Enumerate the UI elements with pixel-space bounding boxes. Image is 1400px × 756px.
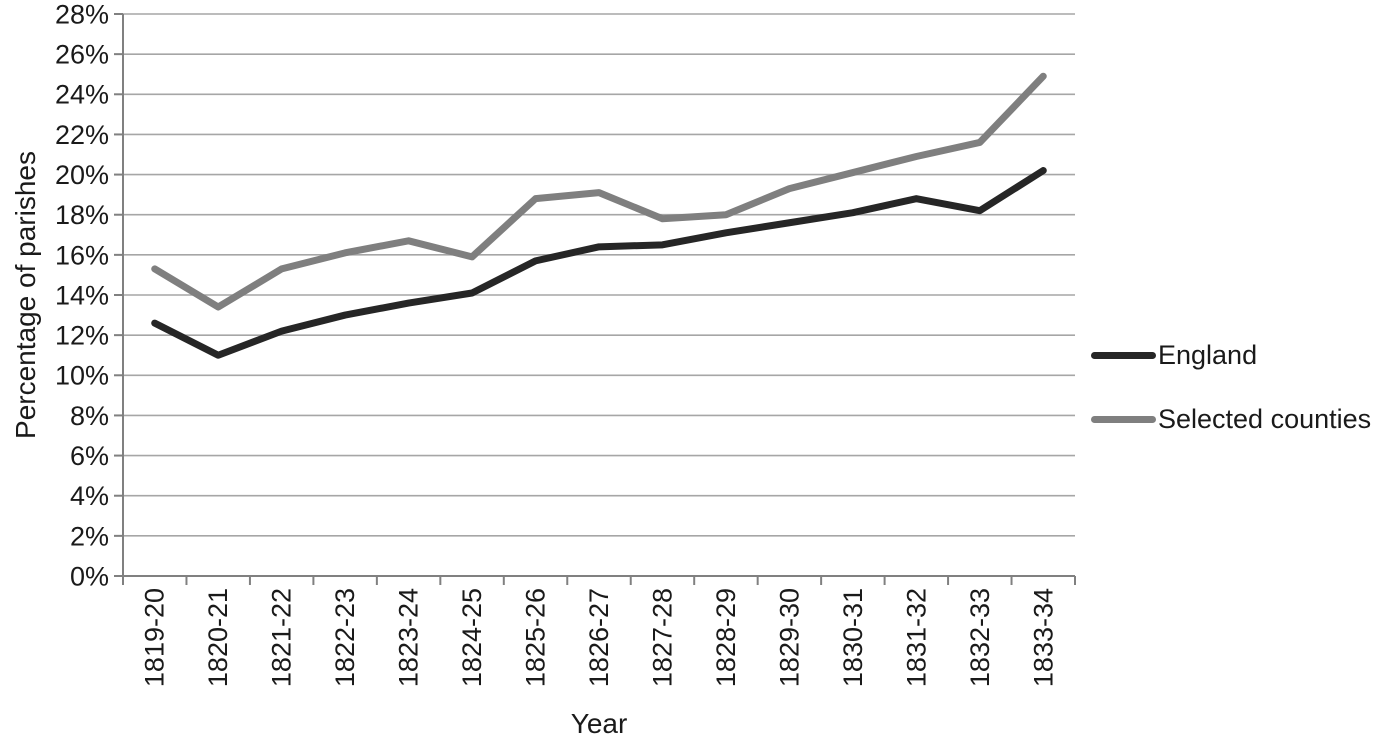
- y-tick-label: 8%: [70, 401, 109, 431]
- england-line-swatch-icon: [1091, 352, 1156, 359]
- y-tick-label: 26%: [55, 40, 109, 70]
- x-tick-label: 1825-26: [521, 588, 551, 687]
- x-tick-label: 1823-24: [394, 588, 424, 687]
- x-tick-label: 1826-27: [584, 588, 614, 687]
- x-tick-label: 1827-28: [647, 588, 677, 687]
- x-tick-label: 1830-31: [838, 588, 868, 687]
- y-tick-label: 6%: [70, 441, 109, 471]
- legend: England Selected counties: [1091, 340, 1371, 435]
- legend-item-selected-counties: Selected counties: [1091, 404, 1371, 435]
- series-line-england: [151, 167, 1047, 359]
- x-tick-label: 1832-33: [965, 588, 995, 687]
- y-tick-label: 4%: [70, 481, 109, 511]
- y-tick-label: 0%: [70, 561, 109, 591]
- y-tick-label: 16%: [55, 240, 109, 270]
- x-tick-label: 1831-32: [901, 588, 931, 687]
- y-tick-label: 28%: [55, 0, 109, 29]
- x-tick-label: 1821-22: [267, 588, 297, 687]
- series-line-selected-counties: [151, 72, 1047, 311]
- selected-counties-line-swatch-icon: [1091, 416, 1156, 423]
- x-axis-title: Year: [570, 708, 628, 739]
- x-tick-label: 1819-20: [140, 588, 170, 687]
- x-tick-label: 1833-34: [1028, 588, 1058, 687]
- legend-item-england: England: [1091, 340, 1371, 371]
- y-tick-label: 22%: [55, 120, 109, 150]
- y-tick-label: 24%: [55, 80, 109, 110]
- x-tick-label: 1820-21: [203, 588, 233, 687]
- legend-label-selected-counties: Selected counties: [1158, 404, 1372, 434]
- y-tick-label: 2%: [70, 521, 109, 551]
- y-tick-label: 12%: [55, 321, 109, 351]
- x-tick-label: 1828-29: [711, 588, 741, 687]
- y-tick-label: 10%: [55, 361, 109, 391]
- x-tick-label: 1822-23: [330, 588, 360, 687]
- y-tick-label: 20%: [55, 160, 109, 190]
- x-tick-label: 1829-30: [774, 588, 804, 687]
- legend-label-england: England: [1158, 340, 1258, 370]
- x-tick-label: 1824-25: [457, 588, 487, 687]
- y-axis-title: Percentage of parishes: [10, 151, 41, 439]
- y-tick-label: 14%: [55, 280, 109, 310]
- y-tick-label: 18%: [55, 200, 109, 230]
